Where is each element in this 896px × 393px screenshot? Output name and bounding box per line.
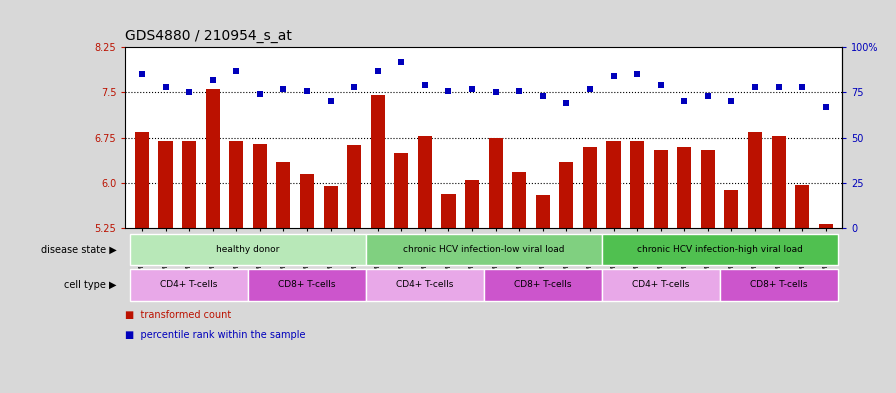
Bar [602, 269, 719, 301]
Bar [248, 269, 366, 301]
Point [630, 71, 644, 77]
Point [347, 84, 361, 90]
Point [724, 98, 738, 105]
Bar [276, 162, 290, 228]
Bar [583, 147, 597, 228]
Bar [701, 150, 715, 228]
Bar [323, 186, 338, 228]
Text: chronic HCV infection-high viral load: chronic HCV infection-high viral load [637, 245, 803, 254]
Bar [488, 138, 503, 228]
Point [276, 86, 290, 92]
Text: ■  percentile rank within the sample: ■ percentile rank within the sample [125, 330, 306, 340]
Point [253, 91, 267, 97]
Bar [366, 269, 484, 301]
Bar [130, 269, 248, 301]
Bar [253, 143, 267, 228]
Point [442, 87, 456, 94]
Text: cell type ▶: cell type ▶ [64, 280, 116, 290]
Point [795, 84, 809, 90]
Point [159, 84, 173, 90]
Point [300, 87, 314, 94]
Point [182, 89, 196, 95]
Bar [300, 174, 314, 228]
Text: CD8+ T-cells: CD8+ T-cells [750, 281, 807, 289]
Bar [513, 172, 526, 228]
Text: ■  transformed count: ■ transformed count [125, 310, 232, 320]
Bar [795, 185, 809, 228]
Point [536, 93, 550, 99]
Bar [347, 145, 361, 228]
Point [371, 68, 385, 74]
Text: GDS4880 / 210954_s_at: GDS4880 / 210954_s_at [125, 29, 292, 43]
Bar [465, 180, 479, 228]
Bar [366, 233, 602, 266]
Bar [819, 224, 832, 228]
Bar [394, 152, 409, 228]
Point [229, 68, 244, 74]
Bar [677, 147, 692, 228]
Point [701, 93, 715, 99]
Bar [536, 195, 550, 228]
Point [394, 59, 409, 65]
Point [205, 77, 220, 83]
Bar [748, 132, 762, 228]
Point [418, 82, 432, 88]
Point [771, 84, 786, 90]
Point [582, 86, 597, 92]
Point [465, 86, 479, 92]
Bar [130, 233, 366, 266]
Text: CD4+ T-cells: CD4+ T-cells [632, 281, 689, 289]
Bar [229, 141, 244, 228]
Bar [653, 150, 668, 228]
Point [323, 98, 338, 105]
Text: chronic HCV infection-low viral load: chronic HCV infection-low viral load [403, 245, 564, 254]
Bar [442, 194, 455, 228]
Text: CD4+ T-cells: CD4+ T-cells [396, 281, 453, 289]
Bar [371, 95, 384, 228]
Bar [724, 190, 738, 228]
Bar [607, 141, 621, 228]
Text: healthy donor: healthy donor [216, 245, 280, 254]
Point [653, 82, 668, 88]
Bar [135, 132, 149, 228]
Point [819, 104, 833, 110]
Bar [630, 141, 644, 228]
Bar [771, 136, 786, 228]
Text: CD8+ T-cells: CD8+ T-cells [514, 281, 572, 289]
Bar [602, 233, 838, 266]
Point [488, 89, 503, 95]
Point [559, 100, 573, 107]
Bar [484, 269, 602, 301]
Bar [559, 162, 573, 228]
Bar [719, 269, 838, 301]
Text: CD4+ T-cells: CD4+ T-cells [160, 281, 218, 289]
Point [748, 84, 762, 90]
Point [677, 98, 692, 105]
Bar [418, 136, 432, 228]
Point [134, 71, 149, 77]
Bar [159, 141, 173, 228]
Point [512, 87, 526, 94]
Point [607, 73, 621, 79]
Bar [205, 89, 220, 228]
Text: disease state ▶: disease state ▶ [40, 244, 116, 255]
Bar [182, 141, 196, 228]
Text: CD8+ T-cells: CD8+ T-cells [279, 281, 336, 289]
